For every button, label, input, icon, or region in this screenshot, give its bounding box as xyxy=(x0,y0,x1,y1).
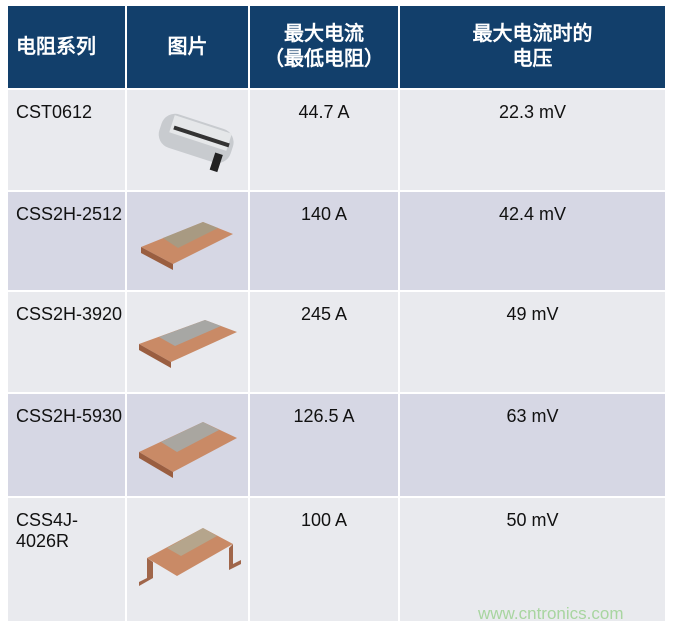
table-row: CSS2H-5930 126.5 A 63 mV xyxy=(6,392,667,498)
table-row: CST0612 44.7 A 22.3 mV xyxy=(6,88,667,192)
header-line: 电压 xyxy=(512,48,553,70)
header-row: 电阻系列 图片 最大电流 （最低电阻） 最大电流时的 电压 xyxy=(6,4,667,90)
voltage-cell: 49 mV xyxy=(398,290,667,394)
header-line: 最大电流时的 xyxy=(472,23,593,45)
copper-resistor-image xyxy=(138,320,237,368)
header-line: 最大电流 xyxy=(284,23,364,45)
current-cell: 140 A xyxy=(248,190,400,292)
voltage-cell: 22.3 mV xyxy=(398,88,667,192)
series-cell: CSS2H-5930 xyxy=(6,392,127,498)
header-voltage: 最大电流时的 电压 xyxy=(398,4,667,90)
current-cell: 126.5 A xyxy=(248,392,400,498)
current-cell: 245 A xyxy=(248,290,400,394)
silver-resistor-image xyxy=(158,113,234,173)
header-max-current: 最大电流 （最低电阻） xyxy=(248,4,400,90)
image-cell xyxy=(125,392,250,498)
voltage-cell: 50 mV xyxy=(398,496,667,623)
image-cell xyxy=(125,290,250,394)
image-cell xyxy=(125,496,250,623)
resistor-table: 电阻系列 图片 最大电流 （最低电阻） 最大电流时的 电压 CST0612 44.7… xyxy=(6,4,667,623)
series-cell: CSS4J-4026R xyxy=(6,496,127,623)
copper-resistor-image xyxy=(140,222,233,270)
header-series: 电阻系列 xyxy=(6,4,127,90)
series-cell: CSS2H-2512 xyxy=(6,190,127,292)
series-cell: CST0612 xyxy=(6,88,127,192)
image-cell xyxy=(125,190,250,292)
current-cell: 44.7 A xyxy=(248,88,400,192)
voltage-cell: 42.4 mV xyxy=(398,190,667,292)
image-cell xyxy=(125,88,250,192)
table-row: CSS4J-4026R 100 A 50 mV xyxy=(6,496,667,623)
header-image: 图片 xyxy=(125,4,250,90)
header-line: （最低电阻） xyxy=(264,48,384,70)
table-row: CSS2H-3920 245 A 49 mV xyxy=(6,290,667,394)
voltage-cell: 63 mV xyxy=(398,392,667,498)
copper-resistor-image xyxy=(138,422,237,478)
copper-bent-resistor-image xyxy=(138,528,241,586)
series-cell: CSS2H-3920 xyxy=(6,290,127,394)
current-cell: 100 A xyxy=(248,496,400,623)
watermark: www.cntronics.com xyxy=(478,604,624,623)
table-row: CSS2H-2512 140 A 42.4 mV xyxy=(6,190,667,292)
